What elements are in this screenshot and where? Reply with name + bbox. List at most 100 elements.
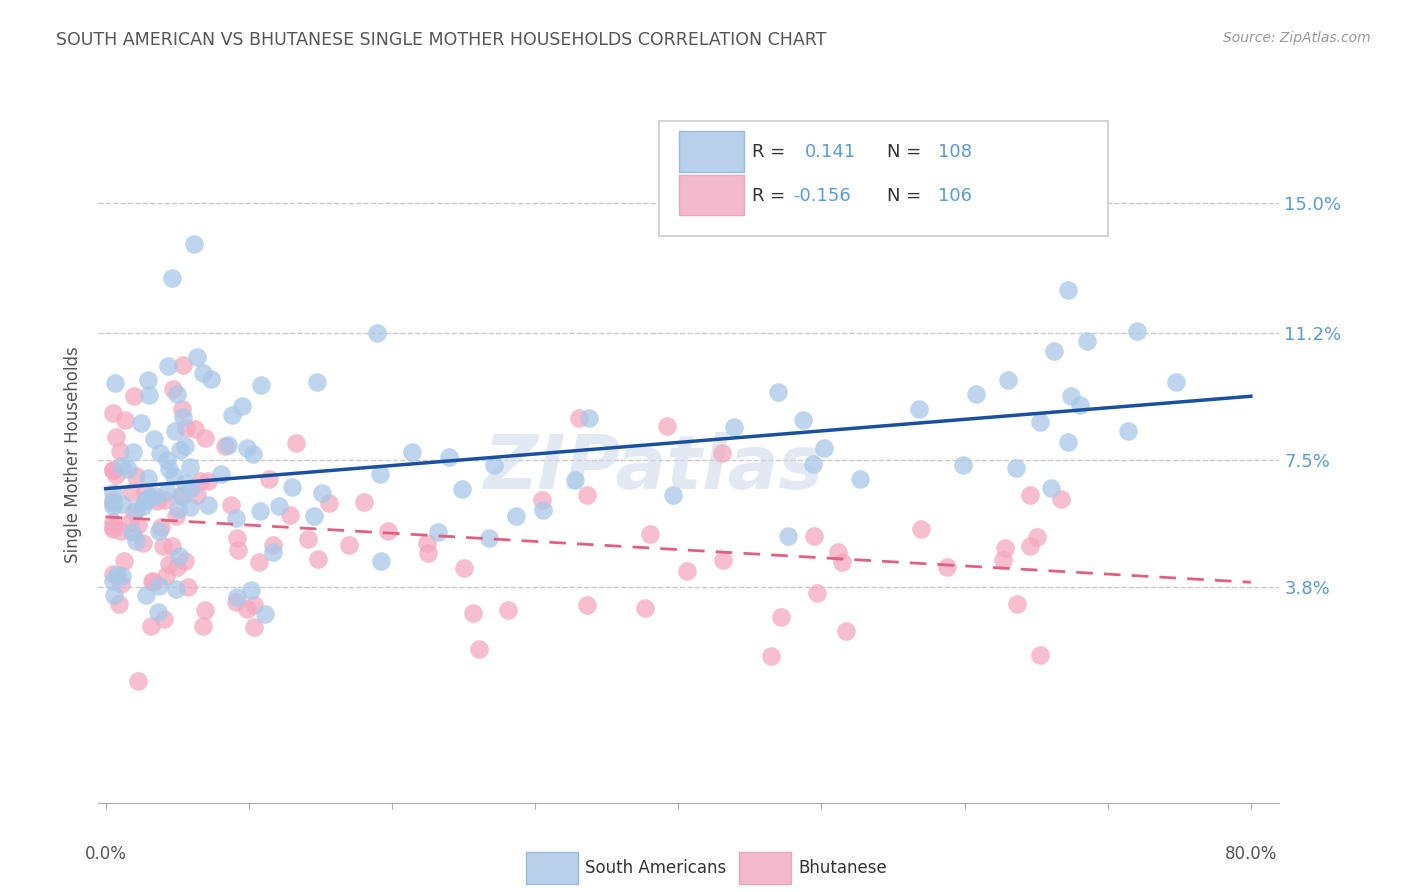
FancyBboxPatch shape [659, 121, 1108, 235]
Point [247, 555, 270, 569]
Point [209, 467, 232, 482]
Point [505, 509, 527, 524]
Point [1056, 435, 1078, 450]
Point [173, 554, 195, 568]
Point [662, 488, 685, 502]
Point [194, 431, 217, 445]
Point [262, 538, 284, 552]
Point [163, 425, 186, 439]
Point [155, 453, 177, 467]
Point [1005, 461, 1028, 475]
FancyBboxPatch shape [526, 852, 578, 883]
Point [110, 524, 132, 539]
Point [105, 467, 128, 482]
Point [219, 498, 242, 512]
Point [496, 603, 519, 617]
Point [184, 422, 207, 436]
Point [186, 350, 208, 364]
Point [1029, 648, 1052, 663]
Point [568, 410, 591, 425]
Point [131, 416, 153, 430]
Point [124, 505, 146, 519]
Point [103, 496, 125, 510]
Text: South Americans: South Americans [585, 858, 727, 877]
Point [145, 489, 167, 503]
Point [166, 559, 188, 574]
Point [370, 554, 392, 568]
Point [124, 502, 146, 516]
Point [257, 472, 280, 486]
Point [186, 488, 208, 502]
Point [249, 378, 271, 392]
Point [1007, 597, 1029, 611]
Point [104, 376, 127, 390]
Point [1116, 424, 1139, 438]
Point [576, 598, 599, 612]
Point [236, 441, 259, 455]
Point [243, 620, 266, 634]
Point [117, 462, 139, 476]
Point [936, 560, 959, 574]
Point [146, 494, 169, 508]
Point [170, 402, 193, 417]
Point [125, 469, 148, 483]
Point [1060, 389, 1083, 403]
Point [337, 538, 360, 552]
Point [121, 524, 143, 539]
Point [1050, 491, 1073, 506]
Point [564, 474, 586, 488]
Point [141, 619, 163, 633]
Text: 106: 106 [938, 187, 972, 205]
Text: 108: 108 [938, 144, 972, 161]
Text: Bhutanese: Bhutanese [799, 858, 887, 877]
Point [179, 500, 201, 515]
Y-axis label: Single Mother Households: Single Mother Households [65, 347, 83, 563]
Point [1125, 325, 1147, 339]
Point [101, 574, 124, 589]
Point [191, 366, 214, 380]
Point [177, 580, 200, 594]
Text: N =: N = [887, 144, 928, 161]
Point [305, 376, 328, 390]
Point [165, 508, 187, 523]
Point [353, 494, 375, 508]
Point [188, 474, 211, 488]
Point [183, 237, 205, 252]
Point [136, 492, 159, 507]
Point [531, 503, 554, 517]
Point [101, 515, 124, 529]
Point [676, 564, 699, 578]
Point [136, 373, 159, 387]
Point [105, 430, 128, 444]
Point [226, 542, 249, 557]
Point [101, 463, 124, 477]
Point [578, 411, 600, 425]
Point [155, 492, 177, 507]
Point [148, 579, 170, 593]
Point [377, 524, 399, 538]
Point [153, 612, 176, 626]
Point [125, 533, 148, 548]
Point [366, 326, 388, 340]
Point [302, 508, 325, 523]
Point [401, 445, 423, 459]
Point [217, 438, 239, 452]
Point [155, 568, 177, 582]
Point [297, 532, 319, 546]
Point [111, 458, 134, 473]
Text: ZIPatlas: ZIPatlas [484, 433, 824, 506]
Point [194, 603, 217, 617]
Point [103, 588, 125, 602]
Point [157, 558, 180, 572]
Point [281, 480, 304, 494]
Point [127, 518, 149, 533]
Point [101, 463, 124, 477]
Point [1019, 539, 1042, 553]
Point [242, 446, 264, 460]
Point [991, 553, 1014, 567]
Point [191, 619, 214, 633]
Point [723, 419, 745, 434]
Point [166, 387, 188, 401]
Point [136, 471, 159, 485]
Point [225, 511, 247, 525]
